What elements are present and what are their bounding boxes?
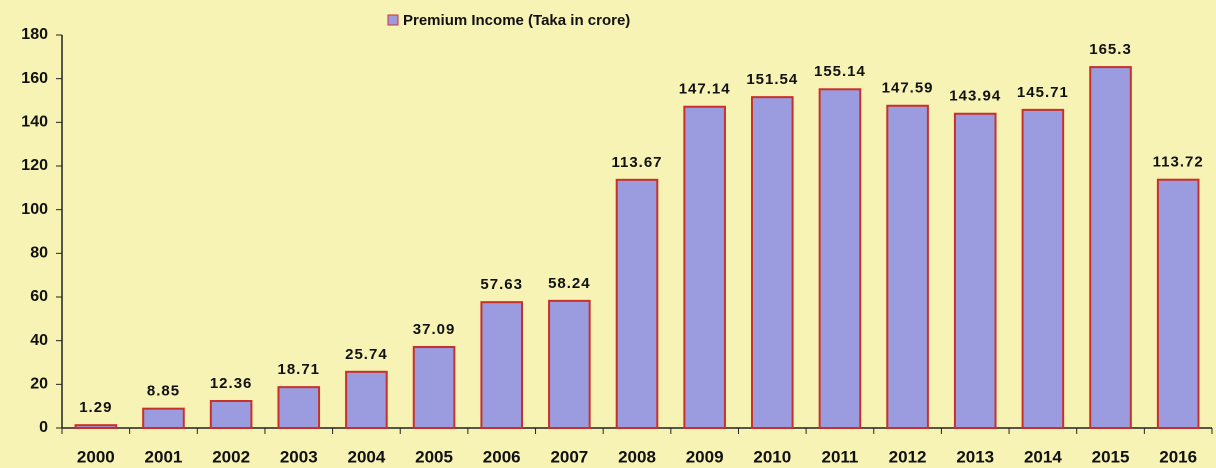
x-tick-label: 2002 bbox=[212, 447, 250, 466]
x-tick-label: 2012 bbox=[889, 447, 927, 466]
bar bbox=[548, 299, 591, 429]
y-tick-label: 100 bbox=[21, 201, 48, 218]
x-tick-label: 2009 bbox=[686, 447, 724, 466]
x-tick-label: 2003 bbox=[280, 447, 318, 466]
data-label: 25.74 bbox=[345, 346, 388, 363]
x-tick-label: 2011 bbox=[821, 447, 858, 466]
data-label: 18.71 bbox=[277, 361, 320, 378]
data-label: 37.09 bbox=[413, 321, 456, 338]
data-label: 145.71 bbox=[1017, 84, 1069, 101]
data-label: 143.94 bbox=[949, 88, 1001, 105]
data-label: 1.29 bbox=[79, 399, 112, 416]
bar bbox=[345, 370, 388, 429]
x-tick-label: 2016 bbox=[1159, 447, 1197, 466]
y-tick-label: 40 bbox=[30, 332, 48, 349]
data-label: 155.14 bbox=[814, 63, 866, 80]
x-tick-label: 2013 bbox=[956, 447, 994, 466]
x-tick-label: 2005 bbox=[415, 447, 453, 466]
y-tick-label: 120 bbox=[21, 157, 48, 174]
x-tick-label: 2010 bbox=[753, 447, 791, 466]
x-tick-label: 2000 bbox=[77, 447, 115, 466]
data-label: 58.24 bbox=[548, 275, 591, 292]
bar bbox=[1089, 66, 1132, 429]
data-label: 165.3 bbox=[1089, 41, 1132, 58]
bar bbox=[683, 105, 726, 430]
bar bbox=[1021, 108, 1065, 430]
bar bbox=[953, 112, 997, 430]
bar bbox=[615, 178, 659, 429]
data-label: 147.59 bbox=[882, 80, 934, 97]
bar bbox=[480, 301, 524, 429]
data-label: 12.36 bbox=[210, 375, 253, 392]
data-label: 113.72 bbox=[1153, 154, 1204, 171]
data-label: 113.67 bbox=[611, 154, 662, 171]
legend-swatch bbox=[387, 14, 399, 26]
y-tick-label: 20 bbox=[30, 376, 48, 393]
bar bbox=[886, 104, 929, 429]
y-tick-label: 160 bbox=[21, 70, 48, 87]
y-tick-label: 80 bbox=[30, 245, 48, 262]
bar bbox=[751, 96, 794, 429]
y-tick-label: 60 bbox=[30, 288, 48, 305]
data-label: 8.85 bbox=[147, 383, 180, 400]
x-tick-label: 2001 bbox=[145, 447, 183, 466]
x-tick-label: 2007 bbox=[550, 447, 588, 466]
bar bbox=[74, 424, 118, 430]
x-tick-label: 2014 bbox=[1024, 447, 1062, 466]
data-label: 57.63 bbox=[480, 276, 523, 293]
bar bbox=[1156, 178, 1200, 429]
x-tick-label: 2004 bbox=[347, 447, 385, 466]
bar bbox=[277, 386, 321, 430]
y-tick-label: 140 bbox=[21, 114, 48, 131]
bar bbox=[412, 346, 456, 430]
bar bbox=[818, 88, 862, 429]
y-tick-label: 180 bbox=[21, 26, 48, 43]
legend-label: Premium Income (Taka in crore) bbox=[403, 12, 630, 29]
data-label: 151.54 bbox=[746, 71, 798, 88]
y-tick-label: 0 bbox=[39, 419, 48, 436]
x-tick-label: 2008 bbox=[618, 447, 656, 466]
bar bbox=[209, 400, 253, 430]
data-label: 147.14 bbox=[679, 81, 731, 98]
bar bbox=[142, 407, 185, 429]
x-tick-label: 2015 bbox=[1092, 447, 1130, 466]
x-tick-label: 2006 bbox=[483, 447, 521, 466]
